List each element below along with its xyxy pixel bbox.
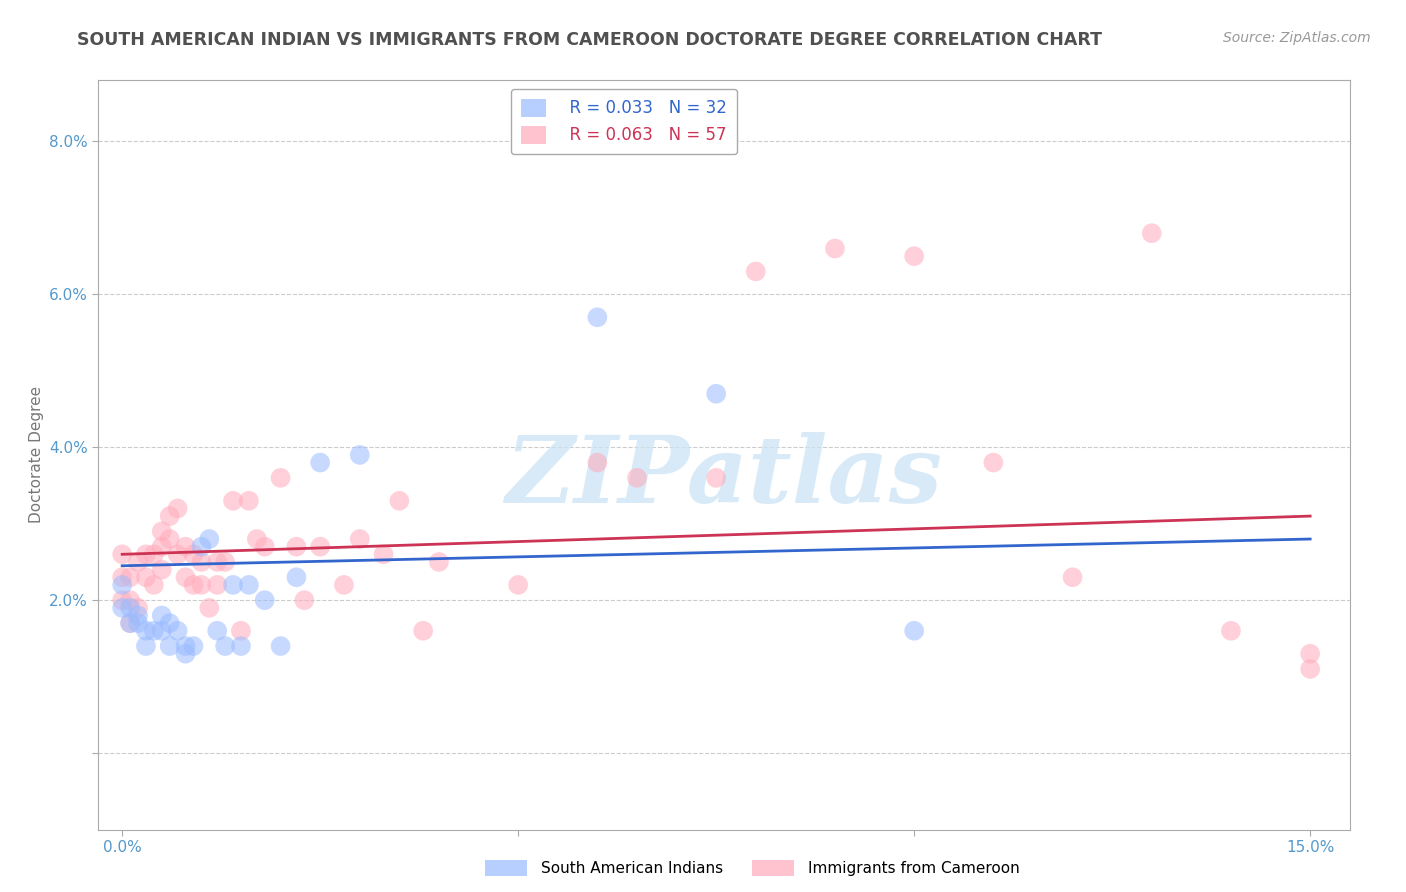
Point bbox=[166, 624, 188, 638]
Point bbox=[253, 540, 276, 554]
Point bbox=[270, 471, 292, 485]
Point bbox=[229, 624, 252, 638]
Point bbox=[166, 547, 188, 561]
Point bbox=[1220, 624, 1243, 638]
Point bbox=[198, 600, 221, 615]
Text: SOUTH AMERICAN INDIAN VS IMMIGRANTS FROM CAMEROON DOCTORATE DEGREE CORRELATION C: SOUTH AMERICAN INDIAN VS IMMIGRANTS FROM… bbox=[77, 31, 1102, 49]
Text: South American Indians: South American Indians bbox=[541, 862, 724, 876]
Point bbox=[142, 624, 165, 638]
Point bbox=[183, 578, 205, 592]
Point bbox=[159, 639, 181, 653]
Point bbox=[127, 608, 149, 623]
Point bbox=[120, 593, 142, 607]
Point bbox=[174, 647, 197, 661]
Point bbox=[183, 639, 205, 653]
Y-axis label: Doctorate Degree: Doctorate Degree bbox=[28, 386, 44, 524]
Point bbox=[333, 578, 356, 592]
Point bbox=[388, 493, 411, 508]
Point bbox=[586, 310, 609, 325]
Point bbox=[150, 608, 173, 623]
Point bbox=[127, 616, 149, 631]
Point bbox=[150, 563, 173, 577]
Point bbox=[292, 593, 315, 607]
Point bbox=[983, 456, 1005, 470]
Point bbox=[150, 540, 173, 554]
Point bbox=[111, 600, 134, 615]
Point bbox=[626, 471, 648, 485]
Legend:   R = 0.033   N = 32,   R = 0.063   N = 57: R = 0.033 N = 32, R = 0.063 N = 57 bbox=[510, 88, 737, 154]
Point bbox=[120, 616, 142, 631]
Point bbox=[373, 547, 395, 561]
Point bbox=[111, 570, 134, 584]
Point bbox=[214, 555, 236, 569]
Point bbox=[135, 547, 157, 561]
Point bbox=[285, 570, 308, 584]
Point bbox=[253, 593, 276, 607]
Point bbox=[127, 600, 149, 615]
Text: ZIPatlas: ZIPatlas bbox=[506, 433, 942, 523]
Point bbox=[111, 547, 134, 561]
Point bbox=[190, 578, 212, 592]
Point bbox=[246, 532, 269, 546]
Text: Immigrants from Cameroon: Immigrants from Cameroon bbox=[808, 862, 1021, 876]
Point bbox=[270, 639, 292, 653]
Point bbox=[166, 501, 188, 516]
Point bbox=[135, 639, 157, 653]
Point bbox=[142, 547, 165, 561]
Point bbox=[1299, 647, 1322, 661]
Point bbox=[135, 570, 157, 584]
Point bbox=[159, 532, 181, 546]
Point bbox=[508, 578, 530, 592]
Point bbox=[238, 493, 260, 508]
Point bbox=[745, 264, 768, 278]
Point bbox=[120, 600, 142, 615]
Point bbox=[111, 578, 134, 592]
Point bbox=[222, 493, 245, 508]
Point bbox=[127, 555, 149, 569]
Point bbox=[174, 639, 197, 653]
Point bbox=[111, 593, 134, 607]
Point bbox=[205, 555, 228, 569]
Point bbox=[174, 570, 197, 584]
Point bbox=[159, 616, 181, 631]
Point bbox=[198, 532, 221, 546]
Point bbox=[427, 555, 450, 569]
Point bbox=[1062, 570, 1084, 584]
Point bbox=[704, 386, 727, 401]
Point bbox=[903, 624, 925, 638]
Point bbox=[309, 540, 332, 554]
Point bbox=[412, 624, 434, 638]
Point bbox=[222, 578, 245, 592]
Point bbox=[205, 578, 228, 592]
Point bbox=[150, 524, 173, 539]
Point bbox=[214, 639, 236, 653]
Point bbox=[704, 471, 727, 485]
Point bbox=[1299, 662, 1322, 676]
Point bbox=[824, 242, 846, 256]
Point bbox=[229, 639, 252, 653]
Point bbox=[120, 570, 142, 584]
Point bbox=[150, 624, 173, 638]
Point bbox=[120, 616, 142, 631]
Point bbox=[142, 578, 165, 592]
Text: Source: ZipAtlas.com: Source: ZipAtlas.com bbox=[1223, 31, 1371, 45]
Point bbox=[174, 540, 197, 554]
Point bbox=[159, 509, 181, 524]
Point bbox=[349, 448, 371, 462]
Point bbox=[205, 624, 228, 638]
Point bbox=[190, 555, 212, 569]
Point bbox=[190, 540, 212, 554]
Point bbox=[903, 249, 925, 263]
Point bbox=[285, 540, 308, 554]
Point bbox=[135, 624, 157, 638]
Point bbox=[349, 532, 371, 546]
Point bbox=[309, 456, 332, 470]
Point bbox=[586, 456, 609, 470]
Point bbox=[238, 578, 260, 592]
Point bbox=[1140, 226, 1163, 240]
Point bbox=[183, 547, 205, 561]
